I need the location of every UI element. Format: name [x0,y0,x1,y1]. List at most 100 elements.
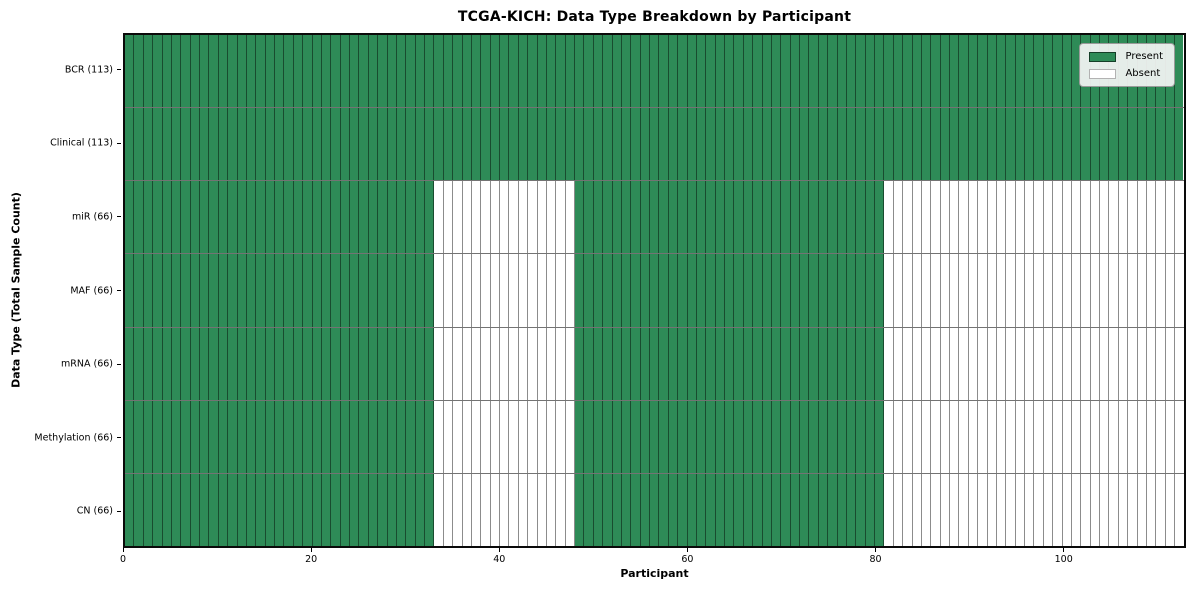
heatmap-cell [556,108,566,181]
heatmap-cell [846,254,857,327]
heatmap-cell [668,254,679,327]
heatmap-cell [931,327,941,400]
heatmap-cell [893,108,904,181]
heatmap-cell [753,181,763,254]
heatmap-cell [425,181,435,254]
heatmap-cell [593,400,604,473]
heatmap-cell [931,254,941,327]
heatmap-cell [650,181,660,254]
heatmap-cell [443,181,454,254]
heatmap-cell [500,473,510,546]
x-tick-label: 20 [305,554,318,565]
heatmap-cell [125,473,135,546]
heatmap-cell [265,473,275,546]
heatmap-cell [228,108,238,181]
heatmap-row [125,181,1184,255]
heatmap-cell [481,400,491,473]
heatmap-cell [1165,473,1175,546]
heatmap-cell [1015,473,1025,546]
heatmap-cell [378,254,388,327]
heatmap-cell [453,473,463,546]
heatmap-cell [687,108,697,181]
heatmap-cell [771,108,782,181]
heatmap-cell [1081,473,1091,546]
heatmap-cell [921,35,932,108]
heatmap-cell [284,327,294,400]
heatmap-cell [893,35,904,108]
heatmap-cell [200,181,210,254]
heatmap-cell [575,400,585,473]
y-tick-label: miR (66) [71,211,113,223]
heatmap-cell [912,35,922,108]
heatmap-cell [303,473,313,546]
heatmap-cell [950,181,960,254]
heatmap-cell [396,35,407,108]
heatmap-cell [556,473,566,546]
heatmap-cell [518,35,529,108]
heatmap-cell [228,473,238,546]
heatmap-cell [978,35,988,108]
heatmap-cell [490,400,500,473]
heatmap-cell [368,473,379,546]
heatmap-cell [340,35,350,108]
heatmap-cell [134,181,144,254]
heatmap-cell [134,473,144,546]
heatmap-cell [687,473,697,546]
heatmap-cell [968,400,979,473]
heatmap-cell [359,400,369,473]
heatmap-cell [462,254,472,327]
heatmap-cell [565,254,575,327]
heatmap-cell [528,108,538,181]
heatmap-cell [171,400,182,473]
heatmap-cell [1156,108,1166,181]
heatmap-cell [1006,35,1016,108]
heatmap-cell [696,327,707,400]
heatmap-cell [509,108,519,181]
heatmap-cell [978,327,988,400]
heatmap-cell [959,327,969,400]
heatmap-cell [1034,254,1044,327]
heatmap-cell [1034,327,1044,400]
heatmap-cell [790,254,800,327]
heatmap-cell [903,108,913,181]
heatmap-cell [218,400,229,473]
heatmap-cell [771,181,782,254]
heatmap-cell [584,181,594,254]
heatmap-cell [1137,327,1147,400]
heatmap-cell [837,254,847,327]
heatmap-cell [143,473,154,546]
heatmap-cell [1043,108,1054,181]
heatmap-cell [790,108,800,181]
heatmap-row [125,400,1184,474]
heatmap-cell [509,254,519,327]
heatmap-cell [706,181,716,254]
heatmap-cell [968,181,979,254]
heatmap-cell [275,327,285,400]
heatmap-cell [621,108,632,181]
heatmap-cell [143,327,154,400]
y-tick-label: BCR (113) [64,64,113,76]
heatmap-cell [171,473,182,546]
heatmap-cell [650,327,660,400]
heatmap-cell [275,254,285,327]
heatmap-cell [1025,254,1035,327]
heatmap-cell [1128,108,1138,181]
heatmap-cell [809,35,819,108]
heatmap-cell [546,108,557,181]
heatmap-cell [696,35,707,108]
heatmap-cell [1100,108,1110,181]
heatmap-cell [350,400,360,473]
heatmap-cell [753,108,763,181]
heatmap-cell [125,327,135,400]
heatmap-cell [1081,327,1091,400]
heatmap-cell [903,400,913,473]
heatmap-cell [593,254,604,327]
heatmap-cell [950,473,960,546]
heatmap-cell [800,181,810,254]
heatmap-cell [959,254,969,327]
heatmap-cell [668,473,679,546]
heatmap-cell [856,327,866,400]
heatmap-cell [134,35,144,108]
heatmap-cell [1175,327,1184,400]
heatmap-cell [809,108,819,181]
